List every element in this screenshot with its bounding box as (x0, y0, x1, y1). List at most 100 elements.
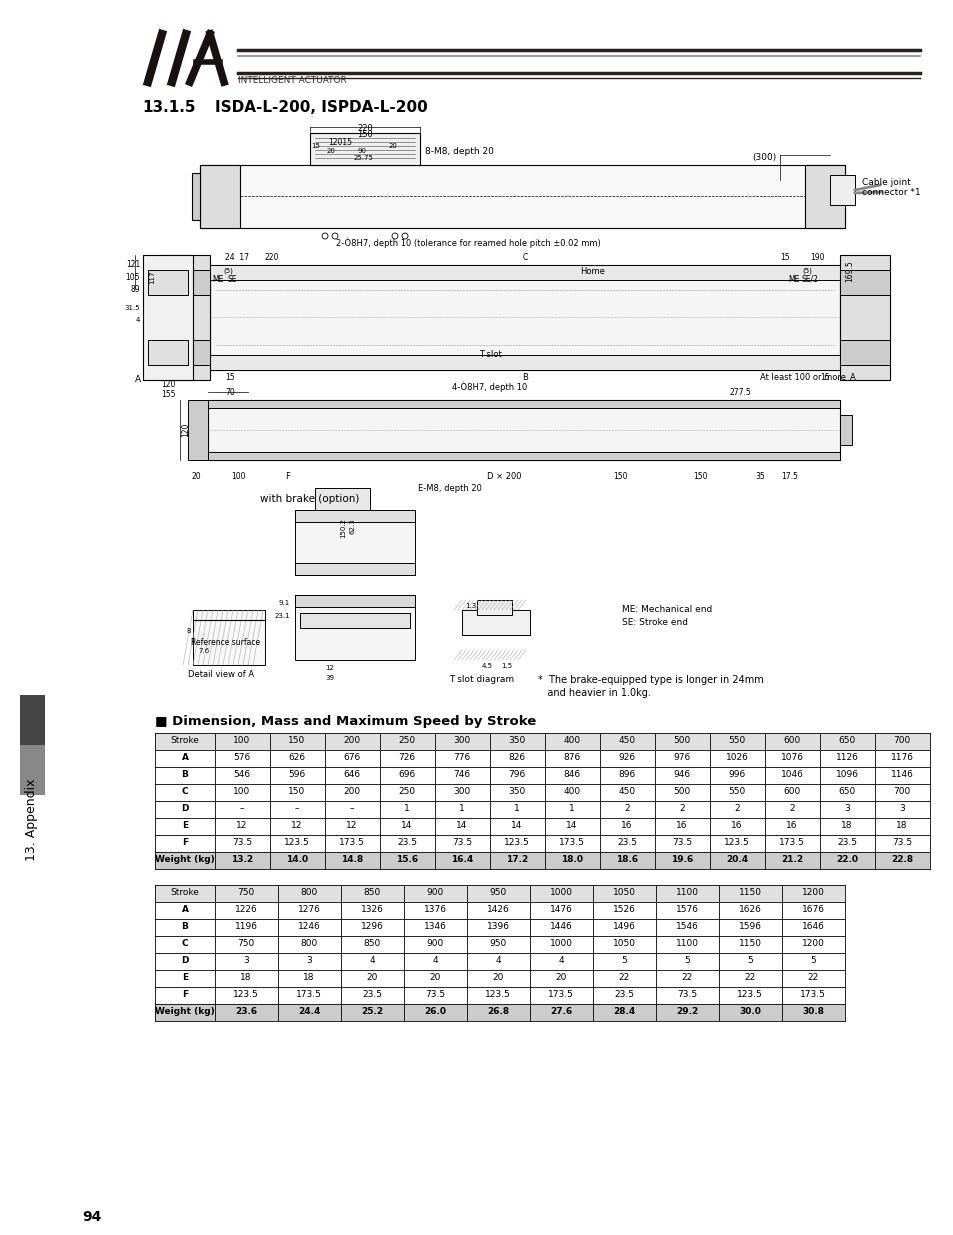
Text: 1: 1 (458, 804, 464, 813)
Text: ■ Dimension, Mass and Maximum Speed by Stroke: ■ Dimension, Mass and Maximum Speed by S… (154, 715, 536, 727)
Text: 17.5: 17.5 (781, 472, 798, 480)
Circle shape (392, 233, 397, 240)
Text: 950: 950 (489, 939, 506, 948)
Text: (5): (5) (801, 268, 811, 274)
Text: 1396: 1396 (486, 923, 509, 931)
Text: 17.2: 17.2 (505, 855, 528, 864)
Text: 100: 100 (233, 736, 251, 745)
Text: 1346: 1346 (423, 923, 446, 931)
Text: F: F (285, 472, 290, 480)
Text: 726: 726 (398, 753, 416, 762)
Circle shape (810, 401, 815, 406)
Text: 277.5: 277.5 (728, 388, 750, 396)
Text: 696: 696 (398, 769, 416, 779)
Text: E-M8, depth 20: E-M8, depth 20 (417, 484, 481, 493)
Text: 300: 300 (453, 736, 470, 745)
Text: ME: ME (787, 275, 799, 284)
Text: Stroke: Stroke (171, 888, 199, 897)
Circle shape (495, 453, 500, 458)
Text: 14: 14 (401, 821, 413, 830)
Text: A: A (181, 905, 189, 914)
Text: 15: 15 (312, 143, 320, 149)
Text: 19.6: 19.6 (670, 855, 693, 864)
Text: 550: 550 (727, 787, 745, 797)
Text: 18: 18 (895, 821, 907, 830)
Bar (656, 1004, 719, 1021)
Circle shape (271, 453, 275, 458)
Bar (160, 340, 210, 366)
Text: 200: 200 (343, 787, 360, 797)
Circle shape (585, 401, 590, 406)
Text: ME: ME (212, 275, 223, 284)
Text: 2-Ò8H7, depth 10 (tolerance for reamed hole pitch ±0.02 mm): 2-Ò8H7, depth 10 (tolerance for reamed h… (335, 238, 600, 248)
Text: 173.5: 173.5 (779, 839, 804, 847)
Text: 15: 15 (225, 373, 234, 382)
Bar (599, 852, 655, 869)
Text: 121: 121 (126, 261, 140, 269)
Text: 173.5: 173.5 (295, 990, 321, 999)
Bar (210, 266, 840, 370)
Text: 1276: 1276 (297, 905, 320, 914)
Text: 190: 190 (809, 253, 823, 262)
Text: 250: 250 (398, 736, 416, 745)
Text: 750: 750 (237, 888, 254, 897)
Circle shape (225, 401, 231, 406)
Circle shape (630, 401, 635, 406)
Bar (154, 852, 214, 869)
Bar (210, 266, 840, 280)
Text: 21.2: 21.2 (781, 855, 802, 864)
Text: 39: 39 (325, 676, 335, 680)
Text: 117: 117 (149, 270, 154, 284)
Text: Weight (kg): Weight (kg) (155, 1007, 214, 1016)
Text: 1496: 1496 (612, 923, 635, 931)
Text: 400: 400 (563, 787, 580, 797)
Text: 100: 100 (231, 472, 245, 480)
Bar (160, 254, 210, 380)
Bar (299, 613, 410, 629)
Text: 16: 16 (676, 821, 687, 830)
Text: 800: 800 (300, 939, 317, 948)
Text: C: C (181, 939, 188, 948)
Text: SE/2: SE/2 (801, 275, 818, 284)
Text: 4-Ò8H7, depth 10: 4-Ò8H7, depth 10 (452, 382, 527, 393)
Text: 89: 89 (131, 285, 140, 294)
Bar (200, 165, 844, 228)
Text: 12: 12 (325, 664, 335, 671)
Bar (143, 254, 193, 380)
Text: 1126: 1126 (835, 753, 858, 762)
Text: 3: 3 (306, 956, 312, 965)
Text: –: – (239, 804, 244, 813)
Bar (874, 734, 929, 750)
Text: 1476: 1476 (549, 905, 572, 914)
Circle shape (315, 401, 320, 406)
Bar (208, 400, 840, 408)
Circle shape (401, 233, 408, 240)
Text: 150: 150 (692, 472, 706, 480)
Text: 20.4: 20.4 (725, 855, 747, 864)
Text: 173.5: 173.5 (338, 839, 365, 847)
Bar (476, 600, 512, 615)
Bar (160, 270, 210, 295)
Bar (461, 610, 530, 635)
Text: connector *1: connector *1 (862, 188, 920, 198)
Text: ME: Mechanical end: ME: Mechanical end (621, 605, 712, 614)
Bar (840, 340, 889, 366)
Bar (719, 885, 781, 902)
Text: 12: 12 (236, 821, 248, 830)
Circle shape (322, 233, 328, 240)
Text: 4: 4 (432, 956, 437, 965)
Bar (840, 415, 851, 445)
Text: 1246: 1246 (297, 923, 320, 931)
Text: 350: 350 (508, 787, 525, 797)
Text: 1150: 1150 (738, 888, 760, 897)
Text: 996: 996 (727, 769, 745, 779)
Text: 31.5: 31.5 (124, 305, 140, 311)
Text: 105: 105 (126, 273, 140, 282)
Text: 30.0: 30.0 (739, 1007, 760, 1016)
Text: 15: 15 (780, 253, 789, 262)
Text: D: D (181, 804, 189, 813)
Text: E: E (182, 973, 188, 982)
Text: 1526: 1526 (612, 905, 635, 914)
Text: Home: Home (579, 267, 604, 275)
Text: 25.2: 25.2 (360, 1007, 383, 1016)
